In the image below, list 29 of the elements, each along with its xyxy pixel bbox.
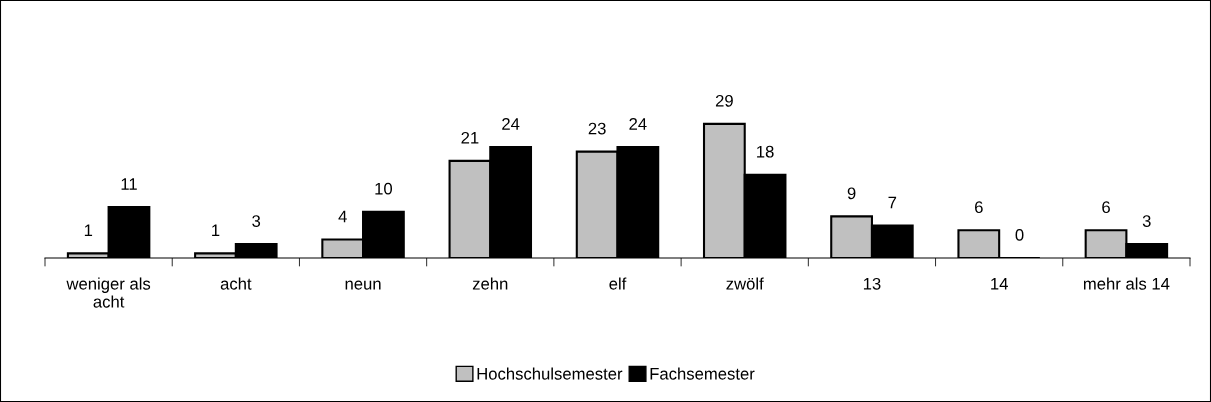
data-label: 24 bbox=[629, 118, 647, 130]
data-label: 1 bbox=[212, 224, 220, 237]
data-label: 18 bbox=[757, 145, 774, 158]
data-label: 24 bbox=[502, 118, 520, 130]
data-label: 6 bbox=[1102, 201, 1110, 214]
data-label: 21 bbox=[461, 131, 479, 144]
data-label: 10 bbox=[375, 182, 393, 195]
x-tick-label: 13 bbox=[863, 277, 881, 290]
x-tick-label: weniger als acht bbox=[66, 277, 151, 308]
x-tick-label: acht bbox=[220, 277, 252, 290]
data-label: 3 bbox=[252, 215, 261, 227]
data-label: 4 bbox=[338, 210, 347, 223]
x-tick-label: 14 bbox=[991, 278, 1008, 290]
data-label: 1 bbox=[84, 224, 93, 237]
data-label: 11 bbox=[121, 178, 137, 190]
data-label: 7 bbox=[888, 196, 897, 209]
x-tick-label: elf bbox=[609, 277, 627, 290]
x-tick-label: mehr als 14 bbox=[1083, 277, 1170, 290]
data-label: 3 bbox=[1142, 215, 1151, 227]
data-label: 6 bbox=[975, 201, 983, 214]
legend-label: Fachsemester bbox=[650, 367, 755, 380]
x-tick-label: zwölf bbox=[726, 277, 764, 290]
data-label: 23 bbox=[588, 122, 606, 135]
x-tick-label: zehn bbox=[472, 277, 508, 290]
data-label: 29 bbox=[715, 94, 733, 107]
x-tick-label: neun bbox=[345, 280, 381, 290]
data-label: 0 bbox=[1015, 229, 1024, 241]
legend-label: Hochschulsemester bbox=[477, 367, 623, 380]
data-label: 9 bbox=[847, 187, 856, 200]
